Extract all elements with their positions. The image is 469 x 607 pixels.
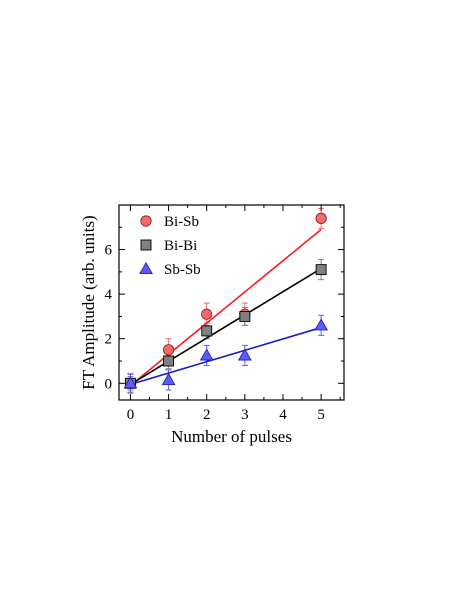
legend-label-sb-sb: Sb-Sb	[164, 262, 201, 278]
bi-bi-point	[239, 310, 251, 322]
x-tick-label: 3	[241, 407, 249, 423]
data-markers	[123, 212, 329, 389]
plot-frame	[118, 204, 345, 401]
x-tick-label: 1	[165, 407, 173, 423]
legend-label-bi-bi: Bi-Bi	[164, 238, 197, 254]
y-tick-label: 4	[105, 287, 113, 303]
y-tick-label: 6	[105, 243, 113, 259]
bi-bi-point	[163, 355, 175, 367]
bi-sb-fit-line	[129, 228, 322, 387]
sb-sb-point	[199, 348, 214, 361]
bi-sb-point	[162, 344, 175, 356]
legend-marker-sb-sb	[139, 261, 153, 275]
x-tick-label: 4	[279, 407, 287, 423]
y-tick-labels: 0 2 4 6	[105, 243, 113, 393]
sb-sb-fit-line	[130, 326, 322, 386]
bi-bi-fit-line	[130, 267, 322, 386]
sb-sb-point	[161, 372, 176, 385]
legend-label-bi-sb: Bi-Sb	[164, 214, 199, 230]
x-axis-title: Number of pulses	[171, 427, 292, 446]
sb-sb-point	[314, 318, 329, 331]
bi-sb-point	[315, 212, 327, 224]
sb-sb-point	[237, 348, 252, 361]
y-axis-title: FT Amplitude (arb. units)	[79, 215, 98, 389]
x-tick-labels: 0 1 2 3 4 5	[127, 407, 325, 423]
error-bars	[127, 207, 325, 394]
x-tick-label: 5	[317, 407, 325, 423]
axis-ticks	[119, 205, 344, 400]
bi-sb-point	[201, 308, 213, 320]
bi-bi-point	[201, 325, 213, 337]
x-tick-label: 0	[127, 407, 135, 423]
legend-marker-bi-sb	[140, 215, 152, 227]
legend: Bi-Sb Bi-Bi Sb-Sb	[139, 214, 201, 278]
bi-bi-point	[315, 264, 327, 276]
fit-lines	[129, 228, 322, 387]
x-tick-label: 2	[203, 407, 211, 423]
y-tick-label: 2	[105, 332, 113, 348]
legend-marker-bi-bi	[140, 239, 152, 251]
sb-sb-point	[123, 376, 138, 389]
y-tick-label: 0	[105, 376, 113, 392]
